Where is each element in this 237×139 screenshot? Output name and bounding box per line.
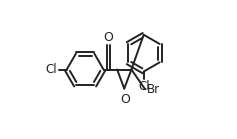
Text: O: O [120,93,130,106]
Text: Cl: Cl [138,80,150,93]
Text: Br: Br [146,83,160,96]
Text: Cl: Cl [46,63,57,76]
Text: O: O [103,31,113,44]
